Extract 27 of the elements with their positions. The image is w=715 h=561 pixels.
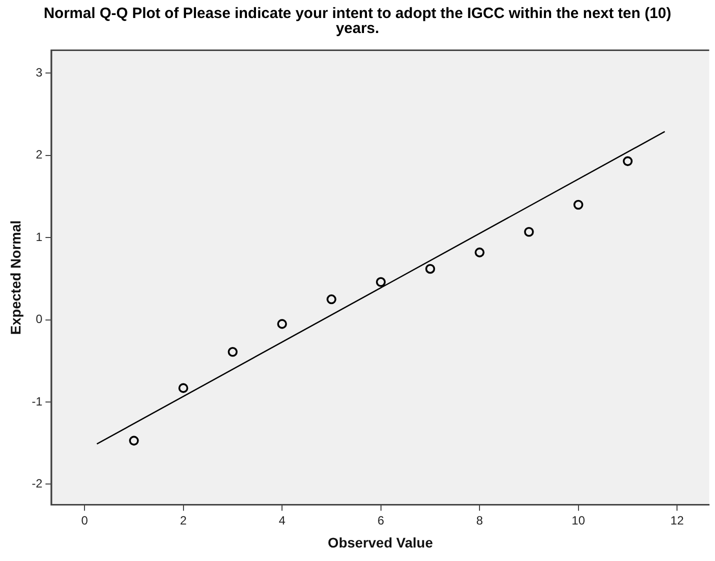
y-tick-label: 3	[36, 66, 43, 80]
x-tick-label: 8	[476, 513, 484, 528]
x-tick-label: 0	[81, 513, 88, 528]
chart-title: Normal Q-Q Plot of Please indicate your intent to adopt the IGCC within the next ten (10) years.	[42, 4, 672, 39]
x-tick-label: 6	[377, 513, 384, 528]
point	[622, 156, 633, 166]
y-tick-label: 1	[36, 230, 43, 244]
point	[524, 226, 534, 237]
y-tick-label: -2	[32, 476, 43, 491]
x-tick-label: 2	[180, 513, 187, 528]
point	[228, 346, 238, 357]
x-tick-label: 12	[670, 513, 684, 528]
y-tick-label: 2	[36, 148, 43, 162]
point	[277, 319, 287, 329]
x-axis-title: Observed Value	[328, 534, 434, 550]
x-tick-label: 4	[278, 513, 286, 528]
point	[326, 294, 336, 304]
y-tick-label: 0	[36, 312, 43, 326]
x-tick-label: 10	[572, 513, 586, 528]
point	[573, 200, 584, 210]
y-axis-title: Expected Normal	[7, 220, 24, 335]
point	[129, 436, 139, 446]
point	[474, 248, 484, 258]
point	[178, 383, 188, 393]
y-tick-label: -1	[32, 394, 43, 408]
point	[376, 277, 386, 287]
point	[425, 264, 436, 274]
